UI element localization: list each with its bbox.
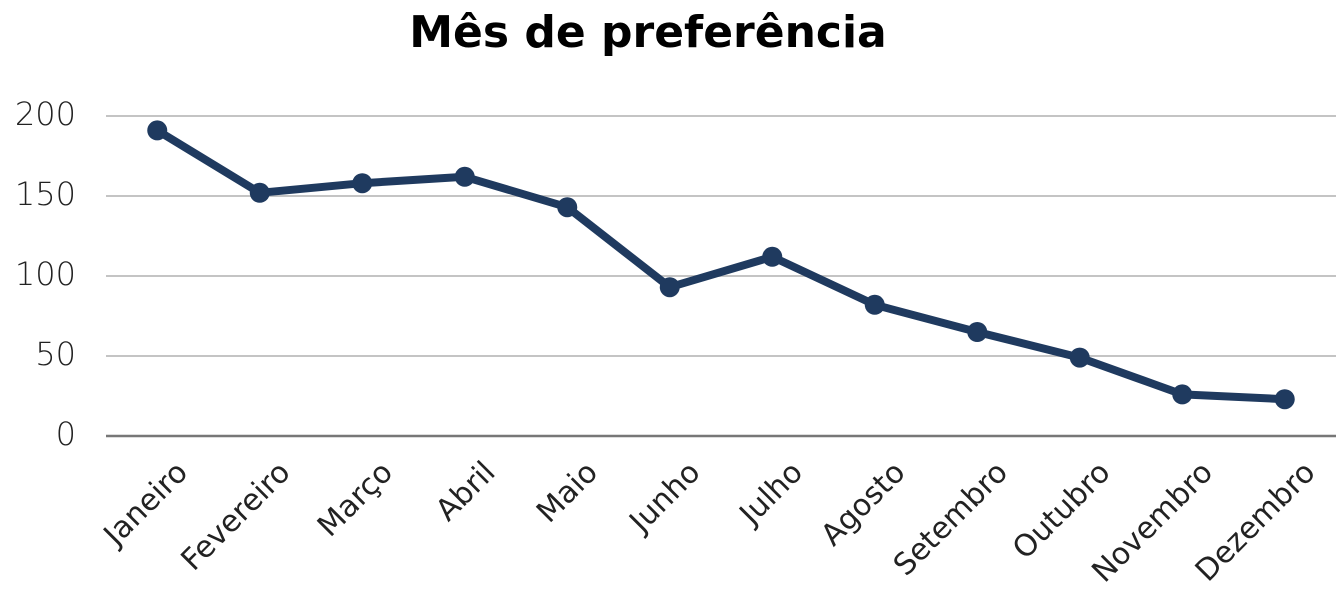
point [659,277,680,298]
x-tick-label: Agosto [814,455,912,553]
line [155,126,1285,404]
point [762,246,783,267]
x-tick-label: Julho [732,455,810,533]
y-tick-label: 100 [15,255,76,293]
point [352,173,373,194]
y-tick-label: 50 [35,335,76,373]
chart-title: Mês de preferência [409,7,887,58]
x-tick-label: Junho [622,455,708,541]
point [967,322,988,342]
x-tick-label: Abril [429,455,502,528]
x-tick-label: Janeiro [96,455,195,554]
point [249,182,270,203]
point [1274,389,1295,410]
x-tick-label: Março [311,455,400,544]
x-tick-label: Fevereiro [175,455,298,578]
point [864,294,885,315]
x-tick-label: Maio [530,455,605,530]
point [1069,347,1090,368]
y-tick-label: 0 [56,415,76,453]
point [1172,384,1193,405]
point [454,166,475,187]
point [557,197,578,218]
y-tick-label: 200 [15,95,76,133]
point [147,120,168,141]
y-tick-label: 150 [15,175,76,213]
